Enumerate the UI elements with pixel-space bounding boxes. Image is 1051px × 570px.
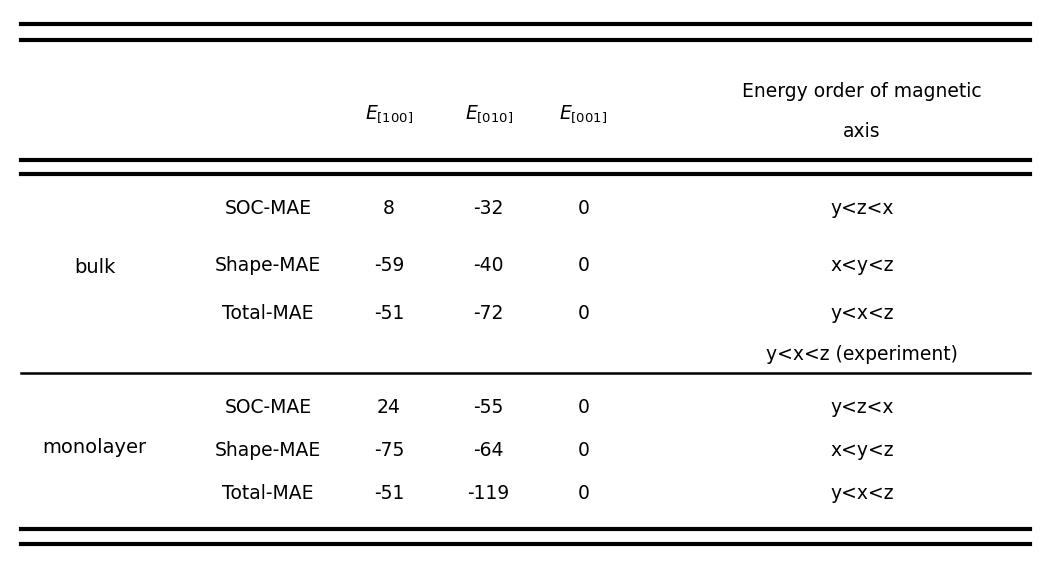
Text: y<x<z: y<x<z [830,304,893,323]
Text: 24: 24 [377,398,400,417]
Text: 0: 0 [577,304,590,323]
Text: $E_{[001]}$: $E_{[001]}$ [559,103,607,125]
Text: $E_{[010]}$: $E_{[010]}$ [465,103,513,125]
Text: -75: -75 [374,441,404,460]
Text: 0: 0 [577,398,590,417]
Text: -51: -51 [374,483,404,503]
Text: -72: -72 [474,304,503,323]
Text: y<x<z (experiment): y<x<z (experiment) [766,345,957,364]
Text: Shape-MAE: Shape-MAE [214,441,322,460]
Text: 0: 0 [577,483,590,503]
Text: -119: -119 [468,483,510,503]
Text: x<y<z: x<y<z [830,255,893,275]
Text: 0: 0 [577,255,590,275]
Text: 0: 0 [577,441,590,460]
Text: -55: -55 [474,398,503,417]
Text: monolayer: monolayer [42,438,147,457]
Text: -64: -64 [473,441,504,460]
Text: 0: 0 [577,198,590,218]
Text: bulk: bulk [74,258,116,278]
Text: axis: axis [843,121,881,141]
Text: -40: -40 [473,255,504,275]
Text: y<z<x: y<z<x [830,398,893,417]
Text: $E_{[100]}$: $E_{[100]}$ [365,103,413,125]
Text: Energy order of magnetic: Energy order of magnetic [742,82,982,101]
Text: Shape-MAE: Shape-MAE [214,255,322,275]
Text: -32: -32 [474,198,503,218]
Text: y<x<z: y<x<z [830,483,893,503]
Text: -51: -51 [374,304,404,323]
Text: x<y<z: x<y<z [830,441,893,460]
Text: y<z<x: y<z<x [830,198,893,218]
Text: Total-MAE: Total-MAE [222,483,314,503]
Text: 8: 8 [383,198,395,218]
Text: SOC-MAE: SOC-MAE [225,198,311,218]
Text: -59: -59 [374,255,404,275]
Text: SOC-MAE: SOC-MAE [225,398,311,417]
Text: Total-MAE: Total-MAE [222,304,314,323]
